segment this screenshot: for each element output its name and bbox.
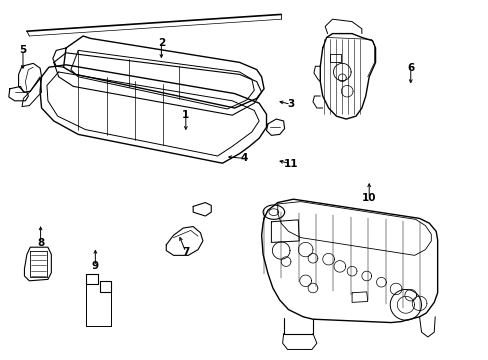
Text: 8: 8 [37,238,44,248]
Text: 11: 11 [283,159,298,169]
Text: 2: 2 [158,38,164,48]
Text: 7: 7 [182,247,189,257]
Text: 3: 3 [287,99,294,109]
Text: 4: 4 [240,153,248,163]
Text: 5: 5 [20,45,26,55]
Text: 10: 10 [361,193,376,203]
Text: 1: 1 [182,110,189,120]
Text: 6: 6 [407,63,413,73]
Text: 9: 9 [92,261,99,271]
